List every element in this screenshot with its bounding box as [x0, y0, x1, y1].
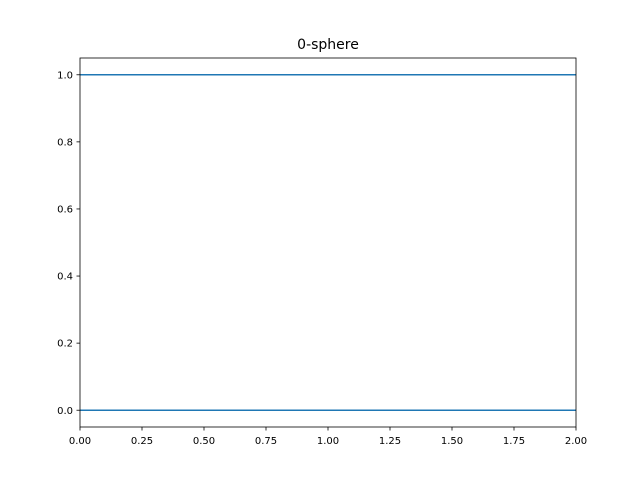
y-tick-label: 0.0 — [57, 406, 73, 417]
y-tick-label: 0.4 — [57, 272, 73, 283]
y-tick-label: 0.2 — [57, 339, 73, 350]
y-tick-label: 1.0 — [57, 70, 73, 81]
x-tick-label: 1.25 — [379, 436, 401, 447]
x-axis: 0.00 0.25 0.50 0.75 1.00 1.25 1.50 1.75 2.00 — [69, 427, 587, 447]
x-tick-label: 1.00 — [317, 436, 339, 447]
series-layer — [80, 74, 576, 411]
y-tick-label: 0.8 — [57, 137, 73, 148]
x-tick-label: 2.00 — [565, 436, 587, 447]
x-tick-label: 0.50 — [193, 436, 215, 447]
x-tick-label: 0.25 — [131, 436, 153, 447]
x-tick-label: 0.75 — [255, 436, 277, 447]
x-tick-label: 1.50 — [441, 436, 463, 447]
x-tick-label: 1.75 — [503, 436, 525, 447]
y-tick-label: 0.6 — [57, 205, 73, 216]
plot-frame — [79, 57, 577, 428]
x-tick-label: 0.00 — [69, 436, 91, 447]
chart-title: 0-sphere — [297, 37, 359, 53]
plot-area — [80, 58, 576, 427]
y-axis: 0.0 0.2 0.4 0.6 0.8 1.0 — [57, 70, 80, 417]
